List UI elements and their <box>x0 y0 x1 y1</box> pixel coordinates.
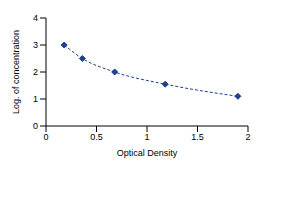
svg-text:1: 1 <box>144 132 149 142</box>
svg-text:0: 0 <box>43 132 48 142</box>
svg-text:0: 0 <box>33 121 38 131</box>
svg-text:3: 3 <box>33 40 38 50</box>
svg-text:0.5: 0.5 <box>90 132 103 142</box>
svg-text:Optical Density: Optical Density <box>117 148 178 158</box>
svg-text:2: 2 <box>245 132 250 142</box>
svg-text:1.5: 1.5 <box>191 132 204 142</box>
svg-text:4: 4 <box>33 13 38 23</box>
svg-text:1: 1 <box>33 94 38 104</box>
svg-text:Log. of concentration: Log. of concentration <box>11 30 21 114</box>
svg-text:2: 2 <box>33 67 38 77</box>
